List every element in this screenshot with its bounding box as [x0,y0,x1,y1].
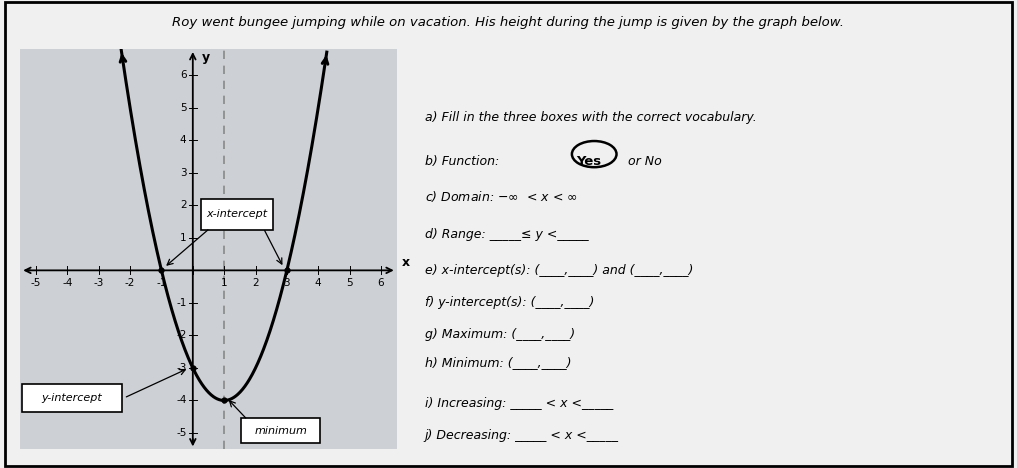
Text: 2: 2 [252,278,259,288]
Text: c) Domain: $-\infty$  < x < $\infty$: c) Domain: $-\infty$ < x < $\infty$ [425,190,578,205]
Text: -1: -1 [176,298,186,308]
FancyBboxPatch shape [200,199,273,230]
Text: 4: 4 [315,278,321,288]
Text: -5: -5 [31,278,42,288]
Text: -1: -1 [157,278,167,288]
Text: b) Function:: b) Function: [425,155,502,168]
Text: x-intercept: x-intercept [206,209,267,219]
Text: 1: 1 [180,233,186,243]
Text: d) Range: _____≤ y <_____: d) Range: _____≤ y <_____ [425,227,588,241]
Text: 5: 5 [180,102,186,113]
Text: 5: 5 [346,278,353,288]
Text: Yes: Yes [577,155,601,168]
Text: 2: 2 [180,200,186,210]
Text: y-intercept: y-intercept [42,393,103,403]
Text: y: y [201,51,210,64]
Text: -5: -5 [176,428,186,438]
Text: 6: 6 [377,278,384,288]
Text: 4: 4 [180,135,186,145]
Text: i) Increasing: _____ < x <_____: i) Increasing: _____ < x <_____ [425,397,613,410]
Text: -3: -3 [94,278,104,288]
Text: f) y-intercept(s): (____,____): f) y-intercept(s): (____,____) [425,296,594,309]
Text: -4: -4 [176,395,186,405]
Text: -4: -4 [62,278,72,288]
Text: j) Decreasing: _____ < x <_____: j) Decreasing: _____ < x <_____ [425,429,618,442]
Text: 6: 6 [180,70,186,80]
Text: -3: -3 [176,363,186,373]
Text: or No: or No [624,155,662,168]
Text: 3: 3 [180,168,186,178]
Text: -2: -2 [125,278,135,288]
FancyBboxPatch shape [241,418,319,443]
Text: x: x [402,256,410,269]
Text: minimum: minimum [254,425,307,436]
Text: -2: -2 [176,330,186,340]
Text: Roy went bungee jumping while on vacation. His height during the jump is given b: Roy went bungee jumping while on vacatio… [173,16,844,29]
Text: e) x-intercept(s): (____,____) and (____,____): e) x-intercept(s): (____,____) and (____… [425,264,693,277]
Text: 1: 1 [221,278,228,288]
Text: h) Minimum: (____,____): h) Minimum: (____,____) [425,357,572,369]
Text: g) Maximum: (____,____): g) Maximum: (____,____) [425,328,575,341]
Text: 3: 3 [284,278,290,288]
FancyBboxPatch shape [22,384,122,412]
Text: a) Fill in the three boxes with the correct vocabulary.: a) Fill in the three boxes with the corr… [425,111,757,124]
